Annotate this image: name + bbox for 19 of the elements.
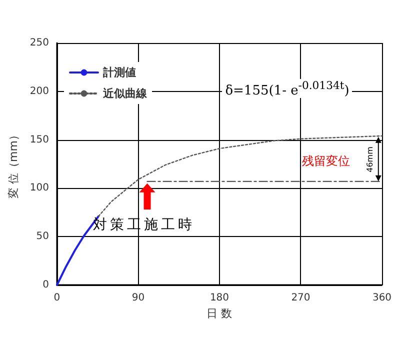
x-axis-title: 日 数: [206, 306, 232, 320]
y-tick-label: 0: [42, 280, 49, 290]
legend-label: 近似曲線: [102, 87, 148, 100]
x-tick-label: 270: [291, 292, 310, 304]
line-series: [98, 135, 383, 217]
y-tick-label: 250: [30, 38, 49, 48]
y-tick-label: 150: [30, 134, 49, 146]
x-tick-label: 180: [210, 292, 230, 304]
y-tick-label: 200: [30, 86, 49, 97]
annotation: δ=155(1- e$^{-0.0134t}$): [222, 78, 352, 98]
annotation: 46mm: [366, 146, 375, 172]
y-tick-label: 100: [30, 182, 49, 194]
x-tick-label: 360: [372, 292, 392, 304]
x-tick-label: 0: [54, 292, 60, 304]
y-tick-label: 50: [36, 231, 49, 242]
x-tick-label: 90: [132, 292, 145, 304]
y-axis-title: 変 位（mm）: [7, 130, 20, 198]
legend-label: 計測値: [102, 66, 136, 79]
annotation: 残留変位: [302, 152, 350, 170]
